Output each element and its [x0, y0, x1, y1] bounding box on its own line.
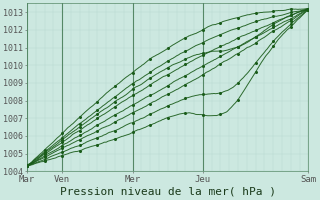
X-axis label: Pression niveau de la mer( hPa ): Pression niveau de la mer( hPa ): [60, 187, 276, 197]
